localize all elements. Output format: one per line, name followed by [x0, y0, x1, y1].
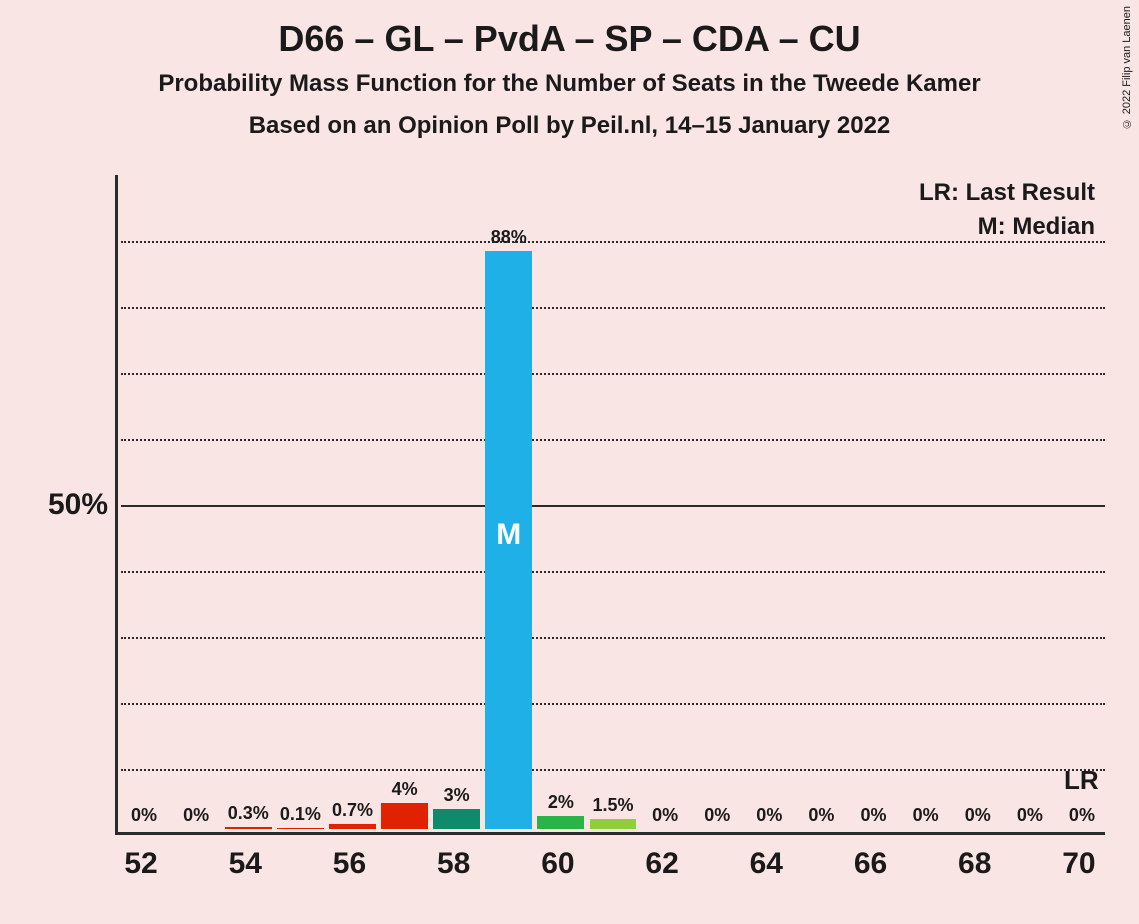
bar-value-label: 0%: [131, 805, 157, 826]
gridline-dotted: [121, 439, 1105, 441]
bar-value-label: 3%: [444, 785, 470, 806]
bar: [590, 819, 637, 829]
last-result-marker: LR: [1064, 765, 1099, 796]
x-axis-tick: 68: [958, 847, 991, 881]
bar-value-label: 0%: [861, 805, 887, 826]
bar: [277, 828, 324, 829]
x-axis-tick: 52: [124, 847, 157, 881]
gridline-dotted: [121, 769, 1105, 771]
gridline-solid: [121, 505, 1105, 507]
y-axis-label: 50%: [23, 488, 108, 522]
bar-value-label: 0%: [1017, 805, 1043, 826]
bar-value-label: 4%: [392, 779, 418, 800]
legend-median: M: Median: [919, 213, 1095, 241]
x-axis-tick: 58: [437, 847, 470, 881]
x-axis-tick: 64: [750, 847, 783, 881]
gridline-dotted: [121, 373, 1105, 375]
gridline-dotted: [121, 307, 1105, 309]
bar-value-label: 88%: [491, 227, 527, 248]
x-axis-tick: 54: [229, 847, 262, 881]
bar-value-label: 0%: [652, 805, 678, 826]
x-axis-tick: 62: [645, 847, 678, 881]
bar: [433, 809, 480, 829]
bar-value-label: 2%: [548, 792, 574, 813]
gridline-dotted: [121, 571, 1105, 573]
x-axis-tick: 60: [541, 847, 574, 881]
chart-plot: 50%0%0%0.3%0.1%0.7%4%3%88%2%1.5%0%0%0%0%…: [115, 175, 1105, 835]
x-axis-tick: 56: [333, 847, 366, 881]
bar-value-label: 0%: [183, 805, 209, 826]
bar-value-label: 0.1%: [280, 804, 321, 825]
bar-value-label: 0%: [704, 805, 730, 826]
bar: [329, 824, 376, 829]
legend-last-result: LR: Last Result: [919, 179, 1095, 207]
bar: [225, 827, 272, 829]
gridline-dotted: [121, 703, 1105, 705]
x-axis-tick: 70: [1062, 847, 1095, 881]
bar-value-label: 0%: [965, 805, 991, 826]
bar-value-label: 0%: [756, 805, 782, 826]
bar-value-label: 0.3%: [228, 803, 269, 824]
chart-area: 50%0%0%0.3%0.1%0.7%4%3%88%2%1.5%0%0%0%0%…: [115, 175, 1105, 835]
chart-subtitle-2: Based on an Opinion Poll by Peil.nl, 14–…: [0, 112, 1139, 140]
bar: [381, 803, 428, 829]
x-axis-tick: 66: [854, 847, 887, 881]
bar-value-label: 0%: [913, 805, 939, 826]
bar-value-label: 0%: [808, 805, 834, 826]
bar-value-label: 0%: [1069, 805, 1095, 826]
chart-subtitle-1: Probability Mass Function for the Number…: [0, 70, 1139, 98]
bar: [537, 816, 584, 829]
chart-legend: LR: Last Result M: Median: [919, 179, 1095, 247]
median-marker: M: [496, 518, 521, 552]
chart-title: D66 – GL – PvdA – SP – CDA – CU: [0, 18, 1139, 60]
bar-value-label: 0.7%: [332, 800, 373, 821]
page: © 2022 Filip van Laenen D66 – GL – PvdA …: [0, 0, 1139, 924]
gridline-dotted: [121, 637, 1105, 639]
bar-value-label: 1.5%: [592, 795, 633, 816]
